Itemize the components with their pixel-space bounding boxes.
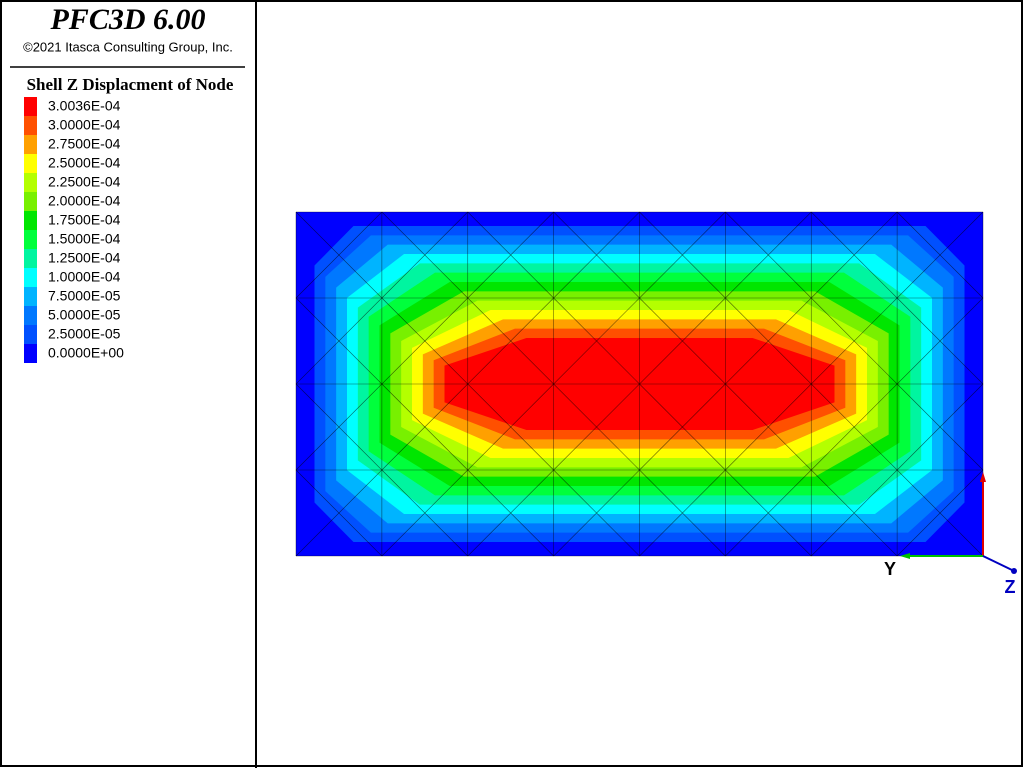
mesh-line bbox=[467, 469, 554, 557]
legend-label: 7.5000E-05 bbox=[48, 288, 121, 304]
legend-label: 2.5000E-05 bbox=[48, 326, 121, 342]
mesh-line bbox=[467, 297, 554, 385]
mesh-line bbox=[295, 469, 383, 557]
legend-label: 5.0000E-05 bbox=[48, 307, 121, 323]
mesh-line bbox=[639, 469, 726, 557]
mesh-line bbox=[295, 211, 383, 299]
legend-label: 1.7500E-04 bbox=[48, 212, 121, 228]
mesh-line bbox=[896, 469, 984, 557]
arrow-head bbox=[980, 472, 986, 482]
legend-swatch bbox=[24, 249, 37, 268]
z-axis-label: Z bbox=[1005, 577, 1016, 597]
copyright: ©2021 Itasca Consulting Group, Inc. bbox=[23, 39, 233, 54]
mesh-line bbox=[467, 211, 554, 299]
legend-swatch bbox=[24, 192, 37, 211]
mesh-line bbox=[725, 211, 812, 299]
mesh-line bbox=[811, 383, 898, 471]
mesh-line bbox=[896, 211, 984, 299]
legend-label: 3.0036E-04 bbox=[48, 98, 121, 114]
z-arrow bbox=[982, 555, 1013, 571]
legend-swatch bbox=[24, 211, 37, 230]
mesh-line bbox=[639, 297, 726, 385]
mesh-line bbox=[553, 469, 640, 557]
mesh-line bbox=[811, 469, 898, 557]
mesh-line bbox=[553, 211, 640, 299]
legend-swatch bbox=[24, 344, 37, 363]
legend-swatch bbox=[24, 173, 37, 192]
axis-triad: Y Z bbox=[884, 472, 1017, 597]
mesh-line bbox=[896, 297, 984, 385]
legend-title: Shell Z Displacment of Node bbox=[27, 75, 234, 94]
legend-swatch bbox=[24, 116, 37, 135]
mesh-line bbox=[295, 297, 383, 385]
legend-swatch bbox=[24, 230, 37, 249]
legend-swatch bbox=[24, 325, 37, 344]
mesh-line bbox=[811, 211, 898, 299]
legend-label: 1.0000E-04 bbox=[48, 269, 121, 285]
contour-plot bbox=[295, 211, 984, 557]
mesh-line bbox=[467, 383, 554, 471]
legend-label: 2.5000E-04 bbox=[48, 155, 121, 171]
legend-label: 3.0000E-04 bbox=[48, 117, 121, 133]
mesh-line bbox=[725, 297, 812, 385]
app-title: PFC3D 6.00 bbox=[49, 3, 205, 36]
y-axis-label: Y bbox=[884, 559, 896, 579]
arrow-head bbox=[900, 553, 910, 559]
mesh-line bbox=[295, 383, 383, 471]
mesh-line bbox=[381, 211, 468, 299]
mesh-line bbox=[381, 297, 468, 385]
legend-swatch bbox=[24, 268, 37, 287]
mesh-line bbox=[639, 211, 726, 299]
legend-swatch bbox=[24, 135, 37, 154]
mesh-line bbox=[725, 469, 812, 557]
mesh-line bbox=[725, 383, 812, 471]
legend-label: 0.0000E+00 bbox=[48, 345, 124, 361]
legend-swatch bbox=[24, 306, 37, 325]
mesh-line bbox=[896, 383, 984, 471]
legend-label: 2.0000E-04 bbox=[48, 193, 121, 209]
mesh-line bbox=[381, 469, 468, 557]
legend-swatch bbox=[24, 97, 37, 116]
mesh-line bbox=[639, 383, 726, 471]
legend: 3.0036E-04 3.0000E-04 2.7500E-04 2.5000E-04… bbox=[24, 97, 124, 363]
legend-label: 1.2500E-04 bbox=[48, 250, 121, 266]
legend-label: 1.5000E-04 bbox=[48, 231, 121, 247]
legend-swatch bbox=[24, 154, 37, 173]
mesh-line bbox=[381, 383, 468, 471]
arrow-head bbox=[1011, 568, 1017, 574]
legend-label: 2.7500E-04 bbox=[48, 136, 121, 152]
mesh-line bbox=[553, 297, 640, 385]
legend-label: 2.2500E-04 bbox=[48, 174, 121, 190]
mesh-line bbox=[811, 297, 898, 385]
legend-swatch bbox=[24, 287, 37, 306]
mesh-line bbox=[553, 383, 640, 471]
